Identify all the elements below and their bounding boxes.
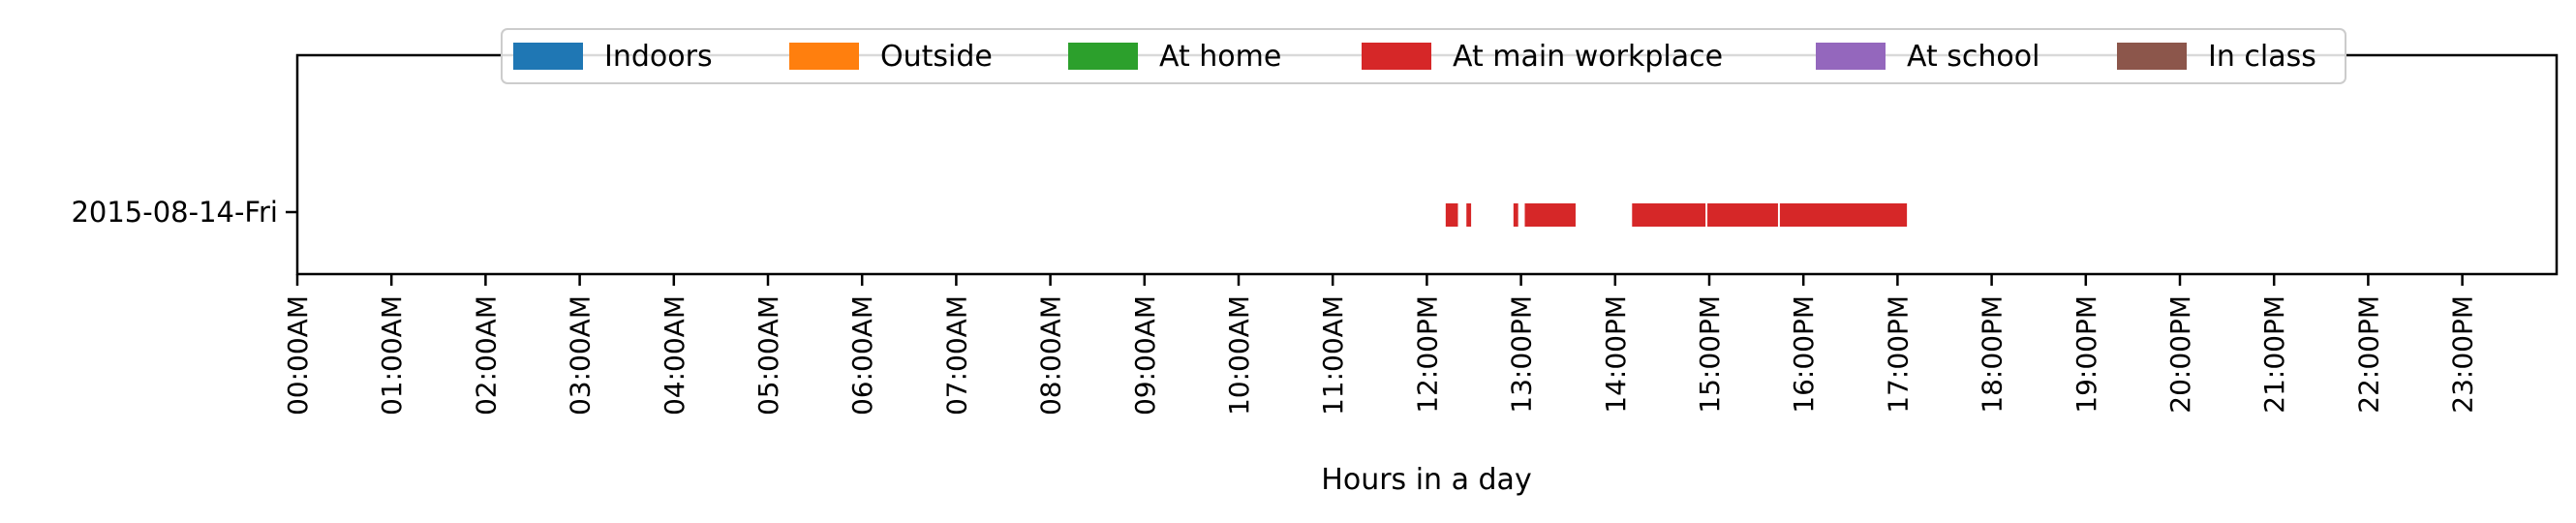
x-tick-label: 14:00PM — [1600, 295, 1632, 414]
x-tick-label: 08:00AM — [1035, 295, 1067, 415]
x-tick-label: 10:00AM — [1223, 295, 1255, 415]
x-tick-label: 03:00AM — [565, 295, 597, 415]
legend-label: Indoors — [604, 40, 713, 74]
bar-segment — [1632, 203, 1706, 227]
legend-label: At main workplace — [1453, 40, 1723, 74]
x-tick-label: 12:00PM — [1411, 295, 1443, 414]
x-tick-label: 19:00PM — [2070, 295, 2102, 414]
x-tick-label: 17:00PM — [1882, 295, 1914, 414]
legend-label: At school — [1907, 40, 2039, 74]
legend-swatch — [1816, 43, 1886, 70]
x-tick-label: 22:00PM — [2352, 295, 2384, 414]
plot-frame — [295, 53, 2559, 276]
x-tick-label: 16:00PM — [1788, 295, 1820, 414]
bar-segment — [1513, 203, 1518, 227]
x-tick-label: 15:00PM — [1694, 295, 1726, 414]
x-tick-label: 21:00PM — [2258, 295, 2290, 414]
legend-swatch — [1068, 43, 1138, 70]
bars-layer — [1445, 203, 1908, 227]
bar-segment — [1445, 203, 1458, 227]
x-tick-label: 09:00AM — [1129, 295, 1161, 415]
x-tick-label: 18:00PM — [1977, 295, 2009, 414]
legend-swatch — [789, 43, 859, 70]
bar-segment — [1524, 203, 1576, 227]
bar-segment — [1707, 203, 1778, 227]
legend-swatch — [2117, 43, 2187, 70]
x-tick-label: 04:00AM — [659, 295, 690, 415]
legend-label: Outside — [880, 40, 993, 74]
y-axis: 2015-08-14-Fri — [71, 196, 297, 229]
x-tick-label: 01:00AM — [376, 295, 408, 415]
x-tick-label: 06:00AM — [846, 295, 878, 415]
x-tick-label: 13:00PM — [1506, 295, 1538, 414]
bar-segment — [1779, 203, 1908, 227]
x-tick-label: 23:00PM — [2447, 295, 2479, 414]
legend: Indoors Outside At home At main workplace At… — [501, 28, 2346, 84]
x-tick-label: 07:00AM — [940, 295, 972, 415]
x-tick-label: 02:00AM — [470, 295, 502, 415]
legend-label: At home — [1159, 40, 1281, 74]
y-tick-label: 2015-08-14-Fri — [71, 196, 278, 229]
legend-label: In class — [2208, 40, 2316, 74]
x-axis: 00:00AM 01:00AM 02:00AM 03:00AM 04:00AM 05:00… — [282, 274, 2479, 415]
x-tick-label: 05:00AM — [752, 295, 784, 415]
x-tick-label: 00:00AM — [282, 295, 314, 415]
x-axis-label: Hours in a day — [1321, 463, 1531, 497]
bar-segment — [1466, 203, 1472, 227]
legend-swatch — [513, 43, 583, 70]
legend-swatch — [1362, 43, 1431, 70]
x-tick-label: 20:00PM — [2164, 295, 2196, 414]
x-tick-label: 11:00AM — [1317, 295, 1349, 415]
